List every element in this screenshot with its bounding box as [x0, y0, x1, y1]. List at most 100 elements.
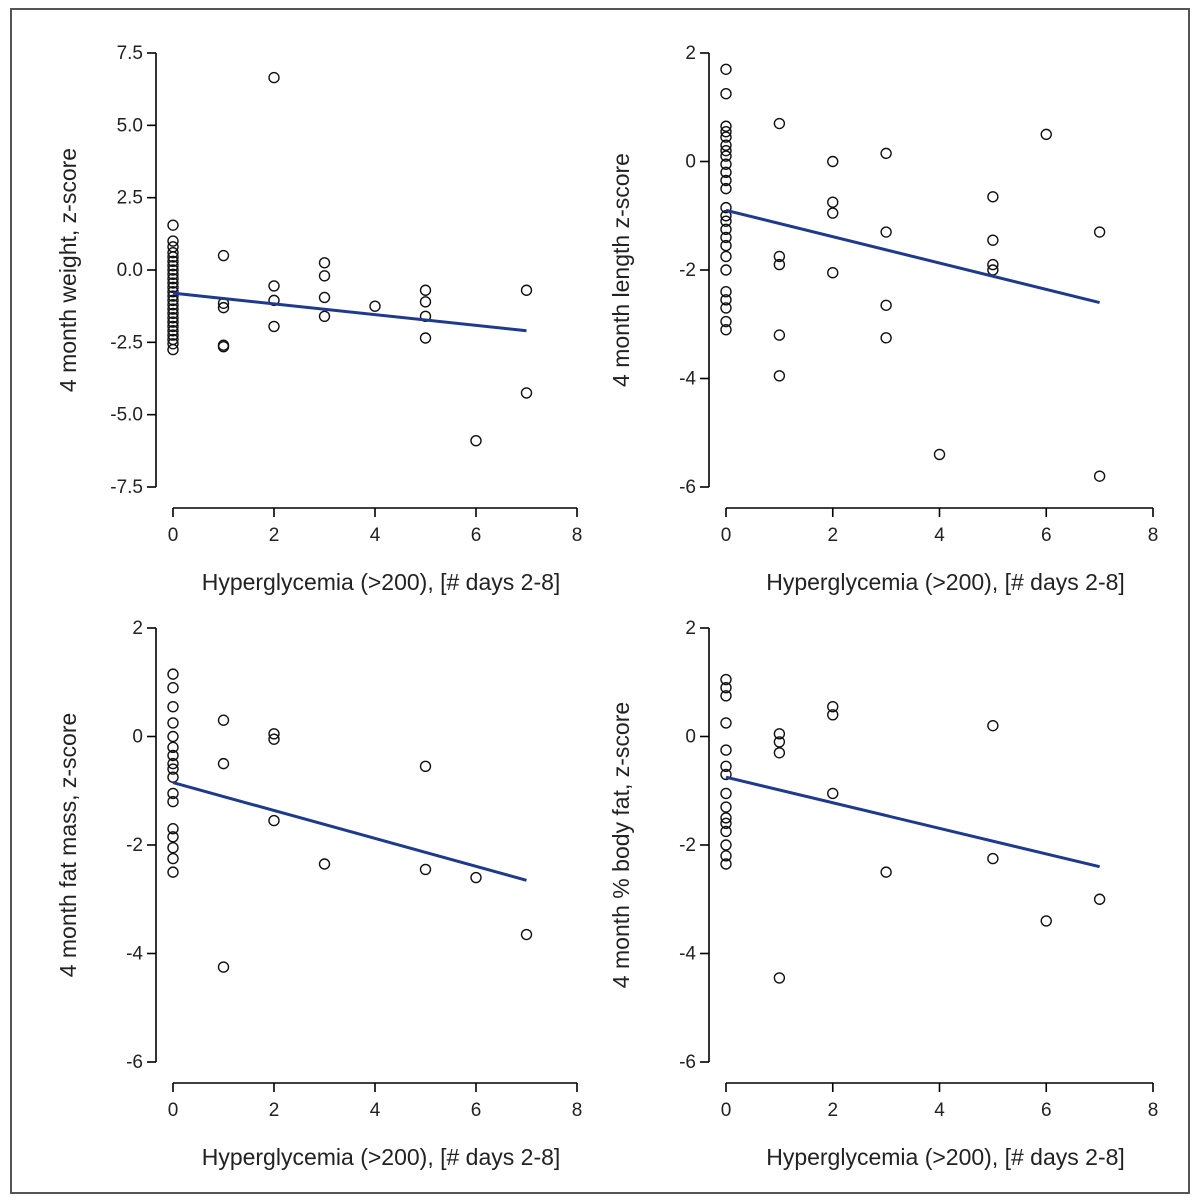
data-point: [217, 757, 230, 770]
data-point: [720, 744, 732, 756]
data-point: [167, 320, 179, 333]
data-point: [167, 668, 179, 680]
data-point: [987, 852, 999, 865]
data-point: [167, 795, 179, 808]
x-tick-label: 2: [269, 525, 280, 546]
y-tick-label: 0: [132, 727, 143, 748]
data-point: [167, 281, 179, 294]
data-point: [720, 801, 732, 813]
x-tick-label: 2: [827, 525, 838, 546]
data-point: [720, 850, 732, 862]
data-point: [773, 329, 786, 341]
data-point: [167, 852, 179, 865]
fit-line: [725, 208, 1100, 305]
data-point: [167, 299, 179, 311]
data-point: [167, 866, 179, 878]
data-point: [369, 300, 381, 312]
data-point: [827, 709, 839, 721]
data-point: [720, 294, 732, 306]
data-point: [720, 858, 732, 870]
data-point: [268, 733, 280, 745]
data-point: [720, 817, 732, 829]
y-tick-label: 2: [685, 618, 696, 639]
scatter-panel-grid: -7.5 -5.0 -2.5 0.0 2.5 5.0 7.5 0 2 4 6 8 Hyperglycem…: [55, 43, 1158, 1170]
data-point: [419, 296, 432, 308]
data-point: [217, 249, 230, 262]
y-tick-label: -6: [679, 477, 696, 498]
y-tick-label: -4: [679, 944, 696, 965]
data-point: [167, 842, 179, 854]
data-point: [470, 871, 482, 884]
x-tick-label: 8: [572, 1100, 583, 1121]
data-point: [167, 251, 179, 263]
data-point: [773, 972, 786, 984]
data-point: [827, 267, 839, 279]
data-point: [720, 87, 732, 100]
data-point: [880, 147, 892, 160]
data-point: [167, 700, 179, 713]
data-point: [268, 280, 280, 292]
data-point: [773, 728, 786, 740]
data-point: [167, 771, 179, 783]
data-point: [318, 310, 331, 322]
data-point: [167, 312, 179, 324]
data-point: [167, 681, 179, 694]
data-point: [720, 166, 732, 179]
data-point: [933, 448, 946, 461]
data-point: [880, 332, 892, 344]
x-tick-label: 6: [471, 1100, 482, 1121]
data-point: [167, 741, 179, 754]
data-point: [167, 277, 179, 289]
data-point: [167, 290, 179, 302]
y-tick-label: 7.5: [117, 43, 143, 64]
data-point: [318, 858, 331, 870]
panel-fatmass: -6 -4 -2 0 2 0 2 4 6 8 Hyperglycemia (>200), [# da…: [55, 618, 582, 1170]
data-point: [167, 241, 179, 253]
data-point: [720, 182, 732, 195]
data-point: [167, 307, 179, 320]
data-point: [827, 207, 839, 219]
data-point: [167, 316, 179, 328]
data-point: [827, 196, 839, 208]
panel-weight: -7.5 -5.0 -2.5 0.0 2.5 5.0 7.5 0 2 4 6 8 Hyperglycem…: [55, 43, 582, 595]
data-point: [1040, 915, 1052, 927]
data-point: [720, 768, 732, 781]
data-point: [167, 268, 179, 281]
data-point: [720, 250, 732, 263]
data-point: [720, 673, 732, 686]
data-point: [167, 730, 179, 743]
data-point: [167, 294, 179, 307]
data-point: [268, 71, 280, 84]
data-point: [1093, 226, 1106, 238]
y-axis-title: 4 month % body fat, z-score: [608, 702, 634, 988]
data-point: [470, 435, 482, 447]
data-point: [720, 315, 732, 328]
data-point: [318, 257, 331, 269]
data-point: [720, 215, 732, 227]
x-tick-label: 0: [168, 1100, 179, 1121]
x-tick-label: 8: [572, 525, 583, 546]
data-point: [167, 757, 179, 770]
data-point: [167, 787, 179, 800]
data-point: [217, 301, 230, 314]
data-point: [167, 272, 179, 285]
fit-line: [172, 781, 527, 882]
data-point: [720, 139, 732, 151]
y-axis-title: 4 month fat mass, z-score: [55, 713, 81, 978]
data-point: [720, 264, 732, 276]
data-point: [773, 250, 786, 263]
data-point: [720, 323, 732, 336]
data-point: [419, 760, 432, 773]
data-point: [773, 370, 786, 382]
data-point: [773, 747, 786, 759]
data-point: [268, 814, 280, 827]
data-point: [167, 831, 179, 843]
y-tick-label: 0: [685, 152, 696, 173]
x-tick-label: 6: [1041, 1100, 1052, 1121]
data-point: [720, 144, 732, 157]
panel-length: -6 -4 -2 0 2 0 2 4 6 8 Hyperglycemia (>200), [# da…: [608, 43, 1158, 595]
x-tick-label: 0: [721, 525, 732, 546]
x-axis-title: Hyperglycemia (>200), [# days 2-8]: [766, 569, 1125, 595]
y-tick-label: -6: [679, 1052, 696, 1073]
data-point: [720, 120, 732, 132]
